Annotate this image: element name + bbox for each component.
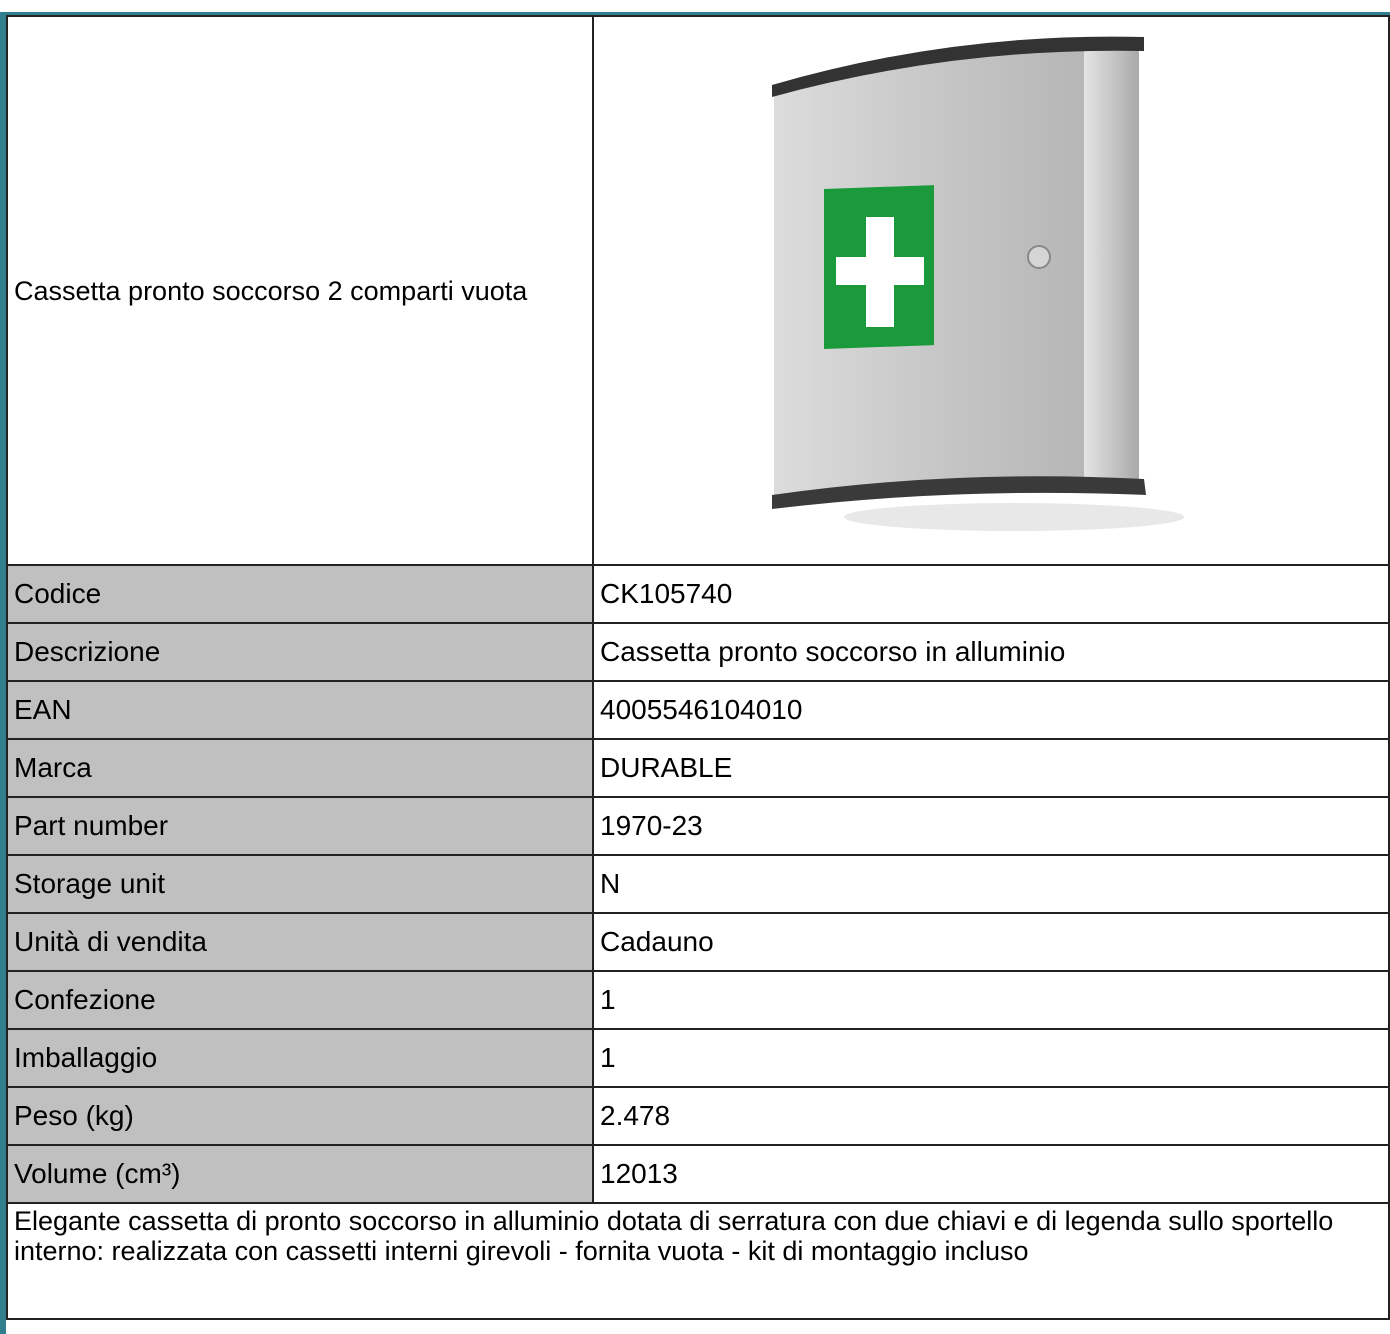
spec-label: Peso (kg): [7, 1087, 593, 1145]
spec-label: Part number: [7, 797, 593, 855]
spec-value: N: [593, 855, 1389, 913]
spec-label: Storage unit: [7, 855, 593, 913]
spec-value: 1970-23: [593, 797, 1389, 855]
product-image: [594, 17, 1390, 557]
spec-value: 4005546104010: [593, 681, 1389, 739]
spec-label: Codice: [7, 565, 593, 623]
spec-value: Cadauno: [593, 913, 1389, 971]
spec-value: 1: [593, 1029, 1389, 1087]
header-row: Cassetta pronto soccorso 2 comparti vuot…: [7, 16, 1389, 565]
page: Cassetta pronto soccorso 2 comparti vuot…: [0, 0, 1390, 1334]
spec-label: Unità di vendita: [7, 913, 593, 971]
spec-value: 2.478: [593, 1087, 1389, 1145]
spec-value: 1: [593, 971, 1389, 1029]
product-table: Cassetta pronto soccorso 2 comparti vuot…: [6, 15, 1390, 1320]
description: Elegante cassetta di pronto soccorso in …: [7, 1203, 1389, 1319]
spec-label: Volume (cm³): [7, 1145, 593, 1203]
spec-label: EAN: [7, 681, 593, 739]
product-title: Cassetta pronto soccorso 2 comparti vuot…: [7, 16, 593, 565]
spec-row: Volume (cm³)12013: [7, 1145, 1389, 1203]
description-row: Elegante cassetta di pronto soccorso in …: [7, 1203, 1389, 1319]
spec-label: Confezione: [7, 971, 593, 1029]
spec-label: Imballaggio: [7, 1029, 593, 1087]
product-image-cell: [593, 16, 1389, 565]
spec-label: Descrizione: [7, 623, 593, 681]
spec-value: DURABLE: [593, 739, 1389, 797]
spec-value: CK105740: [593, 565, 1389, 623]
spec-value: Cassetta pronto soccorso in alluminio: [593, 623, 1389, 681]
spec-row: Peso (kg)2.478: [7, 1087, 1389, 1145]
spec-value: 12013: [593, 1145, 1389, 1203]
spec-label: Marca: [7, 739, 593, 797]
